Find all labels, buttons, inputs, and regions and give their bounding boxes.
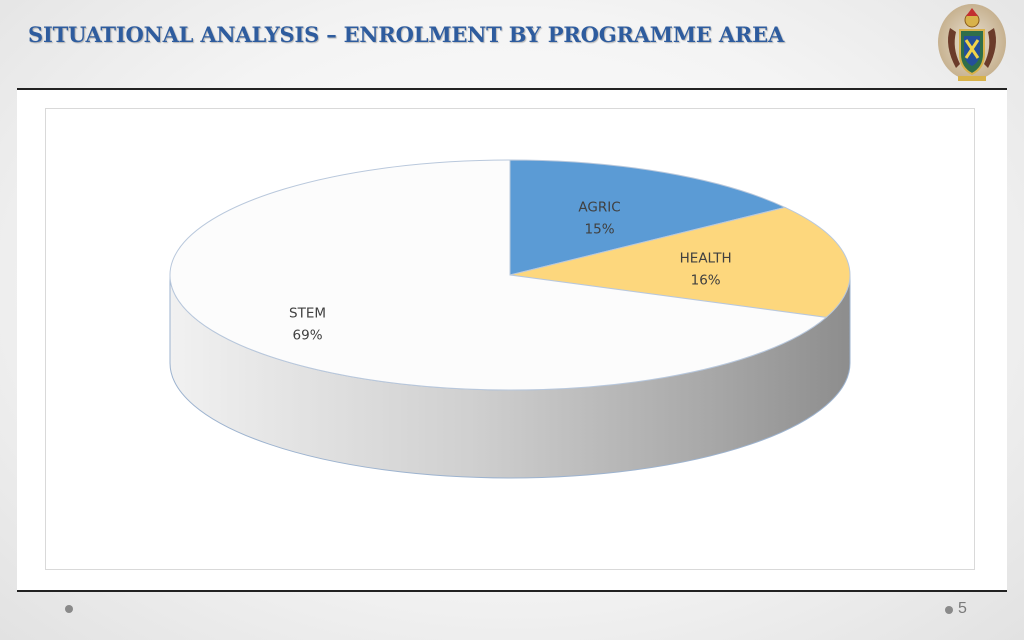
pie-slice-agric	[509, 159, 787, 276]
title-divider	[17, 88, 1007, 90]
pie-slice-health	[509, 206, 851, 318]
bullet-dot	[945, 606, 953, 614]
pie-slices	[169, 159, 851, 391]
slice-label-stem: STEM	[289, 306, 326, 322]
bullet-dot	[65, 605, 73, 613]
slice-value-agric: 15%	[585, 222, 615, 238]
pie-data-labels: AGRIC 15% HEALTH 16% STEM 69%	[289, 200, 732, 344]
page-number: 5	[958, 600, 967, 617]
slice-value-health: 16%	[691, 273, 721, 289]
pie-slice-stem	[169, 159, 828, 391]
coat-of-arms-logo-icon	[938, 4, 1006, 81]
slide-title: SITUATIONAL ANALYSIS – ENROLMENT BY PROG…	[28, 22, 785, 47]
slice-label-health: HEALTH	[680, 251, 732, 267]
footer-divider	[17, 590, 1007, 592]
slice-label-agric: AGRIC	[578, 200, 620, 216]
slice-value-stem: 69%	[293, 328, 323, 344]
